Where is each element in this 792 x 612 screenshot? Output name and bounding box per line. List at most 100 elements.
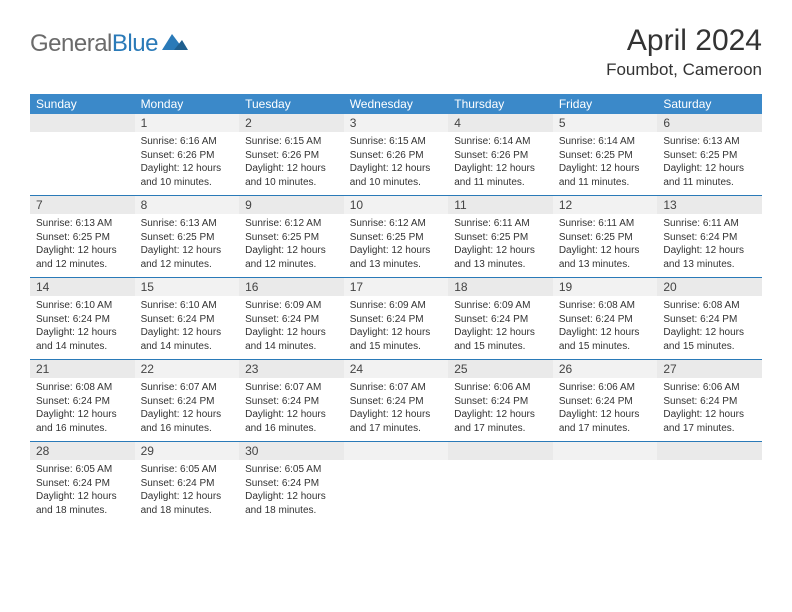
day-content-cell: Sunrise: 6:05 AMSunset: 6:24 PMDaylight:… xyxy=(135,460,240,523)
day-content-cell: Sunrise: 6:10 AMSunset: 6:24 PMDaylight:… xyxy=(135,296,240,360)
day-number-cell: 30 xyxy=(239,442,344,460)
day-content-cell xyxy=(448,460,553,523)
logo-triangle-icon xyxy=(162,32,190,57)
day-number-cell: 15 xyxy=(135,278,240,296)
day-number-cell: 1 xyxy=(135,114,240,132)
day-number-cell: 17 xyxy=(344,278,449,296)
calendar-body: 123456Sunrise: 6:16 AMSunset: 6:26 PMDay… xyxy=(30,114,762,523)
day-number-row: 21222324252627 xyxy=(30,360,762,378)
day-number-cell: 16 xyxy=(239,278,344,296)
day-content-cell: Sunrise: 6:09 AMSunset: 6:24 PMDaylight:… xyxy=(448,296,553,360)
day-content-cell: Sunrise: 6:09 AMSunset: 6:24 PMDaylight:… xyxy=(344,296,449,360)
day-number-cell xyxy=(30,114,135,132)
day-content-cell: Sunrise: 6:14 AMSunset: 6:26 PMDaylight:… xyxy=(448,132,553,196)
month-title: April 2024 xyxy=(606,24,762,58)
day-number-cell xyxy=(448,442,553,460)
day-content-cell: Sunrise: 6:10 AMSunset: 6:24 PMDaylight:… xyxy=(30,296,135,360)
day-content-cell: Sunrise: 6:13 AMSunset: 6:25 PMDaylight:… xyxy=(135,214,240,278)
day-content-row: Sunrise: 6:10 AMSunset: 6:24 PMDaylight:… xyxy=(30,296,762,360)
day-content-cell xyxy=(553,460,658,523)
day-number-cell: 12 xyxy=(553,196,658,214)
day-number-cell: 2 xyxy=(239,114,344,132)
day-content-cell: Sunrise: 6:08 AMSunset: 6:24 PMDaylight:… xyxy=(553,296,658,360)
day-number-row: 123456 xyxy=(30,114,762,132)
day-content-cell: Sunrise: 6:06 AMSunset: 6:24 PMDaylight:… xyxy=(657,378,762,442)
day-content-cell: Sunrise: 6:06 AMSunset: 6:24 PMDaylight:… xyxy=(553,378,658,442)
day-content-cell: Sunrise: 6:15 AMSunset: 6:26 PMDaylight:… xyxy=(344,132,449,196)
day-number-cell xyxy=(553,442,658,460)
logo-text-gray: General xyxy=(30,30,112,58)
location: Foumbot, Cameroon xyxy=(606,60,762,80)
day-header: Wednesday xyxy=(344,94,449,114)
day-content-cell: Sunrise: 6:07 AMSunset: 6:24 PMDaylight:… xyxy=(344,378,449,442)
day-content-row: Sunrise: 6:13 AMSunset: 6:25 PMDaylight:… xyxy=(30,214,762,278)
day-number-cell xyxy=(657,442,762,460)
day-content-row: Sunrise: 6:05 AMSunset: 6:24 PMDaylight:… xyxy=(30,460,762,523)
day-number-cell: 7 xyxy=(30,196,135,214)
day-content-cell: Sunrise: 6:16 AMSunset: 6:26 PMDaylight:… xyxy=(135,132,240,196)
day-content-cell: Sunrise: 6:11 AMSunset: 6:25 PMDaylight:… xyxy=(553,214,658,278)
day-number-row: 14151617181920 xyxy=(30,278,762,296)
day-content-cell xyxy=(344,460,449,523)
day-header: Tuesday xyxy=(239,94,344,114)
day-header: Friday xyxy=(553,94,658,114)
day-content-cell: Sunrise: 6:08 AMSunset: 6:24 PMDaylight:… xyxy=(30,378,135,442)
header: GeneralBlue April 2024 Foumbot, Cameroon xyxy=(30,24,762,80)
logo: GeneralBlue xyxy=(30,30,190,58)
day-number-cell: 11 xyxy=(448,196,553,214)
day-header: Monday xyxy=(135,94,240,114)
day-content-cell: Sunrise: 6:13 AMSunset: 6:25 PMDaylight:… xyxy=(30,214,135,278)
day-content-cell: Sunrise: 6:12 AMSunset: 6:25 PMDaylight:… xyxy=(239,214,344,278)
day-number-cell xyxy=(344,442,449,460)
day-number-cell: 9 xyxy=(239,196,344,214)
day-content-row: Sunrise: 6:08 AMSunset: 6:24 PMDaylight:… xyxy=(30,378,762,442)
logo-text-blue: Blue xyxy=(112,30,158,58)
day-content-cell: Sunrise: 6:15 AMSunset: 6:26 PMDaylight:… xyxy=(239,132,344,196)
day-number-cell: 20 xyxy=(657,278,762,296)
day-content-cell: Sunrise: 6:06 AMSunset: 6:24 PMDaylight:… xyxy=(448,378,553,442)
day-number-cell: 23 xyxy=(239,360,344,378)
day-content-cell: Sunrise: 6:14 AMSunset: 6:25 PMDaylight:… xyxy=(553,132,658,196)
day-number-row: 282930 xyxy=(30,442,762,460)
day-content-cell: Sunrise: 6:05 AMSunset: 6:24 PMDaylight:… xyxy=(30,460,135,523)
day-header: Thursday xyxy=(448,94,553,114)
day-number-cell: 19 xyxy=(553,278,658,296)
day-content-cell: Sunrise: 6:13 AMSunset: 6:25 PMDaylight:… xyxy=(657,132,762,196)
calendar-head: SundayMondayTuesdayWednesdayThursdayFrid… xyxy=(30,94,762,114)
day-number-cell: 10 xyxy=(344,196,449,214)
calendar-table: SundayMondayTuesdayWednesdayThursdayFrid… xyxy=(30,94,762,523)
day-number-cell: 25 xyxy=(448,360,553,378)
day-content-cell: Sunrise: 6:09 AMSunset: 6:24 PMDaylight:… xyxy=(239,296,344,360)
day-content-cell: Sunrise: 6:12 AMSunset: 6:25 PMDaylight:… xyxy=(344,214,449,278)
day-content-cell: Sunrise: 6:07 AMSunset: 6:24 PMDaylight:… xyxy=(239,378,344,442)
day-number-cell: 22 xyxy=(135,360,240,378)
day-number-cell: 13 xyxy=(657,196,762,214)
day-number-row: 78910111213 xyxy=(30,196,762,214)
day-number-cell: 14 xyxy=(30,278,135,296)
day-number-cell: 4 xyxy=(448,114,553,132)
day-number-cell: 29 xyxy=(135,442,240,460)
day-number-cell: 3 xyxy=(344,114,449,132)
day-content-cell: Sunrise: 6:08 AMSunset: 6:24 PMDaylight:… xyxy=(657,296,762,360)
title-block: April 2024 Foumbot, Cameroon xyxy=(606,24,762,80)
day-content-cell: Sunrise: 6:11 AMSunset: 6:25 PMDaylight:… xyxy=(448,214,553,278)
day-content-row: Sunrise: 6:16 AMSunset: 6:26 PMDaylight:… xyxy=(30,132,762,196)
day-number-cell: 21 xyxy=(30,360,135,378)
day-content-cell: Sunrise: 6:11 AMSunset: 6:24 PMDaylight:… xyxy=(657,214,762,278)
day-number-cell: 18 xyxy=(448,278,553,296)
day-number-cell: 6 xyxy=(657,114,762,132)
calendar-page: GeneralBlue April 2024 Foumbot, Cameroon… xyxy=(0,0,792,543)
day-number-cell: 24 xyxy=(344,360,449,378)
day-content-cell: Sunrise: 6:05 AMSunset: 6:24 PMDaylight:… xyxy=(239,460,344,523)
day-number-cell: 26 xyxy=(553,360,658,378)
day-number-cell: 5 xyxy=(553,114,658,132)
day-content-cell: Sunrise: 6:07 AMSunset: 6:24 PMDaylight:… xyxy=(135,378,240,442)
day-content-cell xyxy=(657,460,762,523)
day-header: Sunday xyxy=(30,94,135,114)
day-number-cell: 8 xyxy=(135,196,240,214)
day-content-cell xyxy=(30,132,135,196)
day-header: Saturday xyxy=(657,94,762,114)
day-number-cell: 28 xyxy=(30,442,135,460)
day-header-row: SundayMondayTuesdayWednesdayThursdayFrid… xyxy=(30,94,762,114)
day-number-cell: 27 xyxy=(657,360,762,378)
